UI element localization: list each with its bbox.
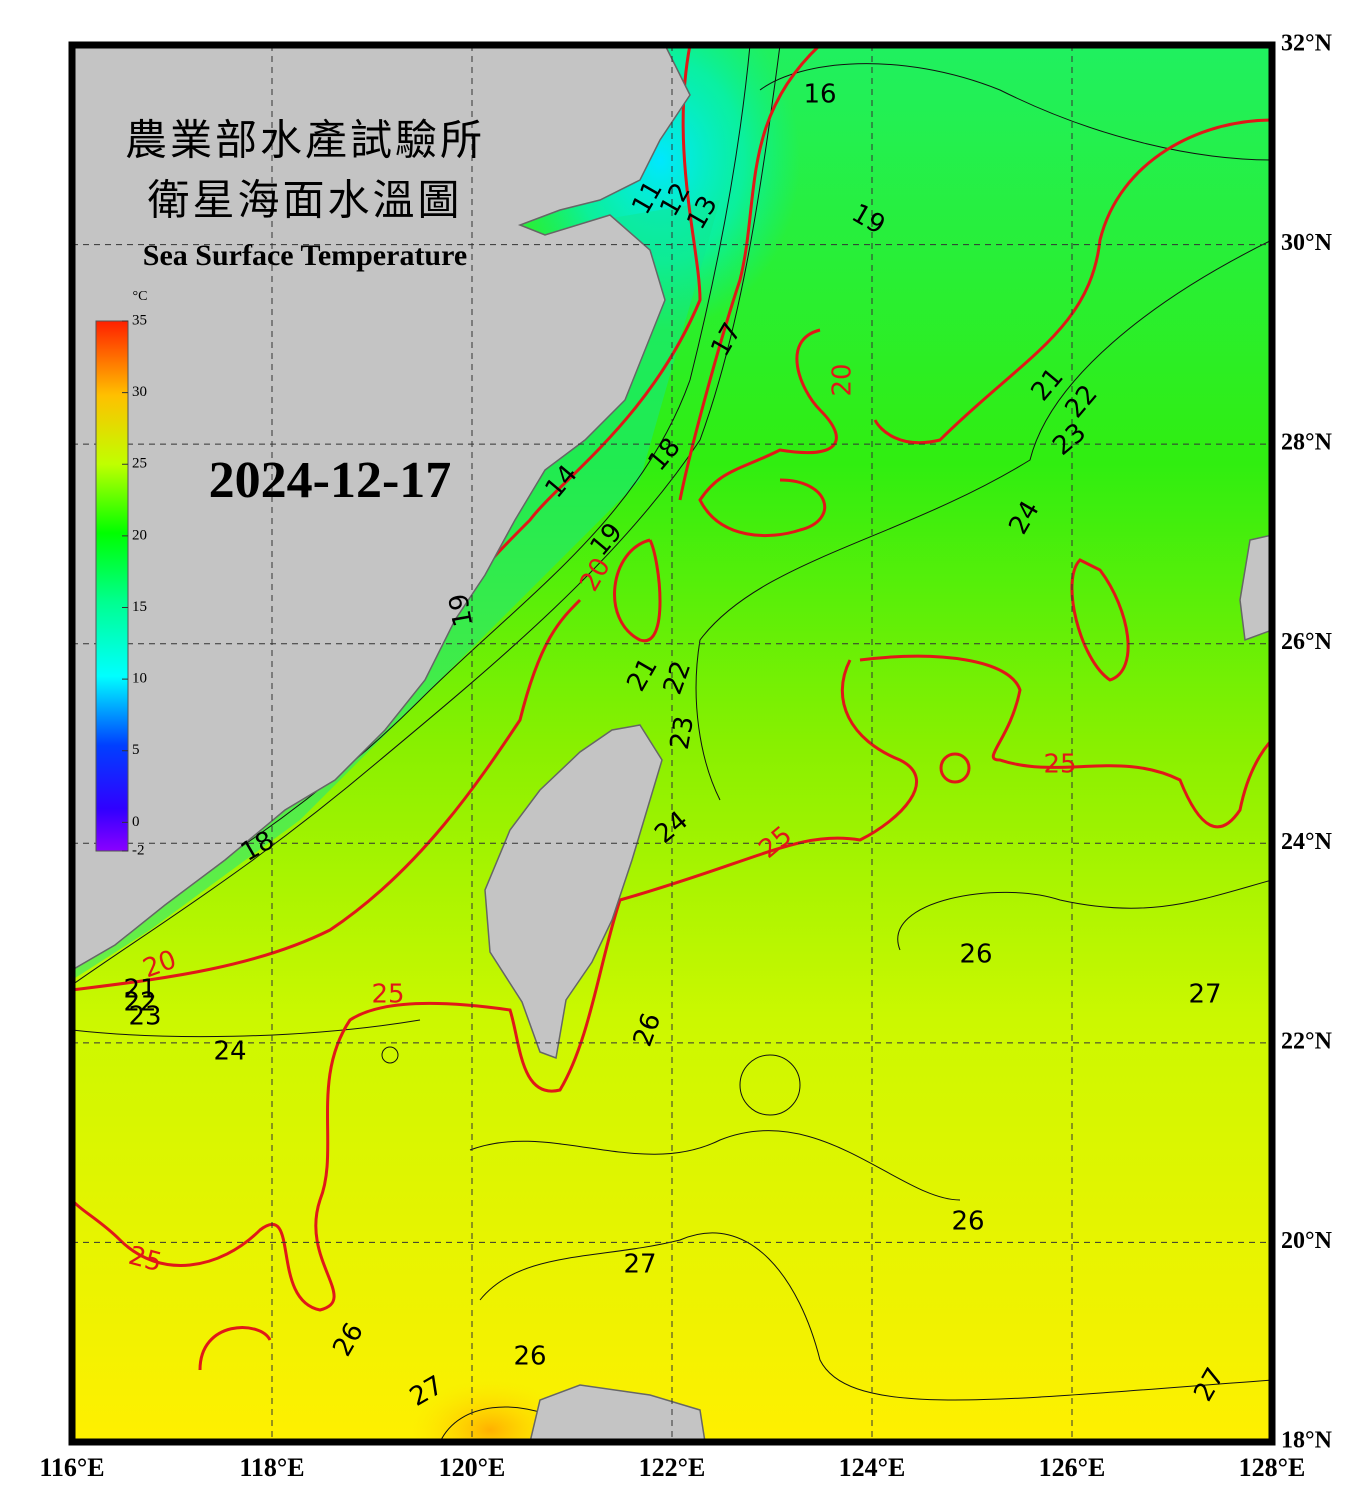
lat-label: 30°N — [1281, 230, 1333, 256]
contour-label: 26 — [513, 1342, 546, 1372]
contour-label: 27 — [1188, 980, 1221, 1010]
colorbar-tick-label: 20 — [132, 527, 147, 543]
subtitle-chinese: 衛星海面水溫圖 — [147, 179, 462, 225]
lat-label: 24°N — [1281, 829, 1333, 855]
lat-label: 20°N — [1281, 1228, 1333, 1254]
lat-label: 18°N — [1281, 1428, 1333, 1454]
map-frame — [68, 41, 1276, 1446]
lon-label: 122°E — [639, 1453, 706, 1482]
lat-label: 22°N — [1281, 1028, 1333, 1054]
contours — [72, 45, 1272, 1442]
contour-label: 22 — [123, 988, 156, 1018]
title-english: Sea Surface Temperature — [143, 239, 467, 272]
contour-label: 16 — [803, 80, 836, 110]
contour-label: 26 — [951, 1207, 984, 1237]
lat-label: 32°N — [1281, 31, 1333, 57]
contour-label: 23 — [665, 714, 700, 752]
colorbar-ticks: -2 0 5 10 15 20 25 30 35 — [122, 312, 147, 858]
taiwan — [484, 724, 663, 1060]
contour-label: 21 — [123, 975, 156, 1005]
lat-label: 28°N — [1281, 430, 1333, 456]
colorbar-unit: °C — [133, 289, 148, 304]
lon-label: 116°E — [39, 1453, 104, 1482]
lon-label: 128°E — [1239, 1453, 1306, 1482]
contour-label: 27 — [623, 1250, 656, 1280]
contour-label: 23 — [128, 1002, 161, 1032]
colorbar-tick-label: 15 — [132, 599, 147, 615]
colorbar-tick-label: 30 — [132, 384, 147, 400]
contour-label: 24 — [213, 1037, 246, 1067]
date: 2024-12-17 — [209, 452, 452, 509]
axis-labels: 116°E 118°E 120°E 122°E 124°E 126°E 128°E18°N 2… — [39, 31, 1332, 1482]
lat-label: 26°N — [1281, 629, 1333, 655]
contour-label: 25 — [371, 980, 404, 1010]
lon-label: 124°E — [839, 1453, 906, 1482]
graticule — [72, 45, 1272, 1442]
colorbar-tick-label: 0 — [132, 814, 140, 830]
colorbar-tick-label: 5 — [132, 742, 140, 758]
contour-label: 26 — [959, 940, 992, 970]
colorbar-tick-label: -2 — [132, 842, 145, 858]
china-mainland — [72, 45, 691, 971]
lon-label: 120°E — [439, 1453, 506, 1482]
colorbar-tick-label: 25 — [132, 456, 147, 472]
contour-label: 20 — [828, 363, 858, 396]
lon-label: 126°E — [1039, 1453, 1106, 1482]
title-chinese: 農業部水產試驗所 — [125, 118, 485, 165]
luzon — [529, 1384, 706, 1442]
contour-label: 25 — [1043, 750, 1076, 780]
colorbar-tick-label: 10 — [132, 671, 147, 687]
ryukyu-island — [1239, 534, 1272, 642]
colorbar — [95, 320, 129, 852]
colorbar-tick-label: 35 — [132, 312, 147, 328]
contour-label: 19 — [444, 591, 479, 629]
lon-label: 118°E — [239, 1453, 304, 1482]
